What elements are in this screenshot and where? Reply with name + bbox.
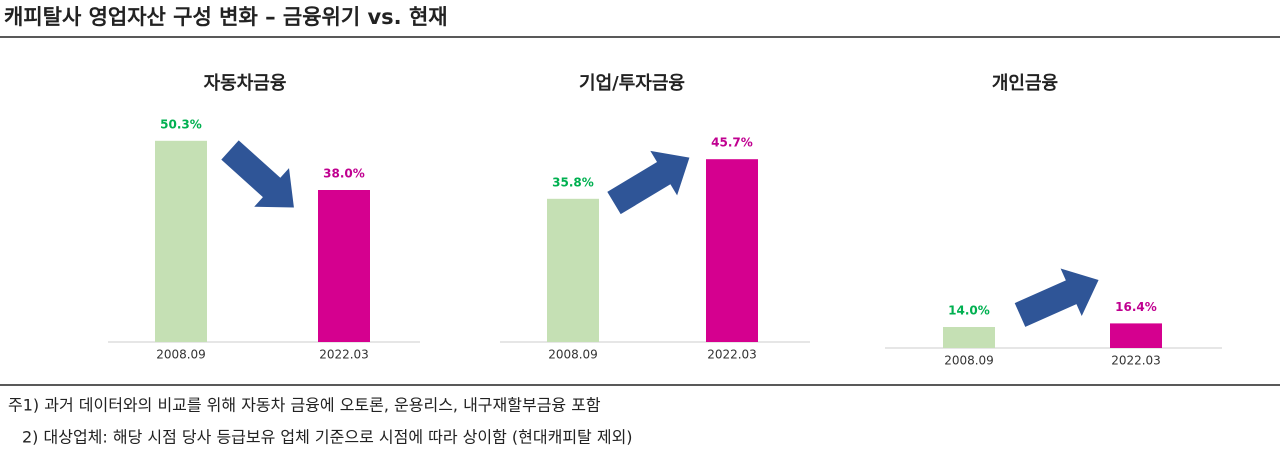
x-tick-label: 2008.09: [156, 348, 206, 362]
bar: [318, 190, 370, 342]
x-tick-label: 2008.09: [944, 354, 994, 368]
footnote: 2) 대상업체: 해당 시점 당사 등급보유 업체 기준으로 시점에 따라 상이…: [22, 428, 633, 447]
chart-title: 개인금융: [992, 73, 1058, 94]
x-tick-label: 2022.03: [707, 348, 757, 362]
value-label: 45.7%: [711, 136, 753, 150]
value-label: 14.0%: [948, 304, 990, 318]
arrow: [1014, 268, 1099, 327]
chart-title: 자동차금융: [204, 73, 287, 94]
bar: [1110, 323, 1162, 348]
bar: [155, 140, 207, 342]
chart-title: 기업/투자금융: [579, 73, 685, 94]
value-label: 35.8%: [552, 175, 594, 189]
value-label: 38.0%: [323, 167, 365, 181]
arrows: [221, 140, 1099, 327]
x-tick-label: 2008.09: [548, 348, 598, 362]
arrow: [221, 140, 294, 208]
bar: [943, 327, 995, 348]
arrow: [607, 150, 690, 215]
bar: [547, 198, 599, 342]
x-tick-label: 2022.03: [1111, 354, 1161, 368]
x-tick-label: 2022.03: [319, 348, 369, 362]
page-title: 캐피탈사 영업자산 구성 변화 – 금융위기 vs. 현재: [4, 5, 448, 29]
value-label: 16.4%: [1115, 300, 1157, 314]
bar: [706, 159, 758, 342]
value-label: 50.3%: [160, 117, 202, 131]
footnote: 주1) 과거 데이터와의 비교를 위해 자동차 금융에 오토론, 운용리스, 내…: [8, 396, 601, 415]
